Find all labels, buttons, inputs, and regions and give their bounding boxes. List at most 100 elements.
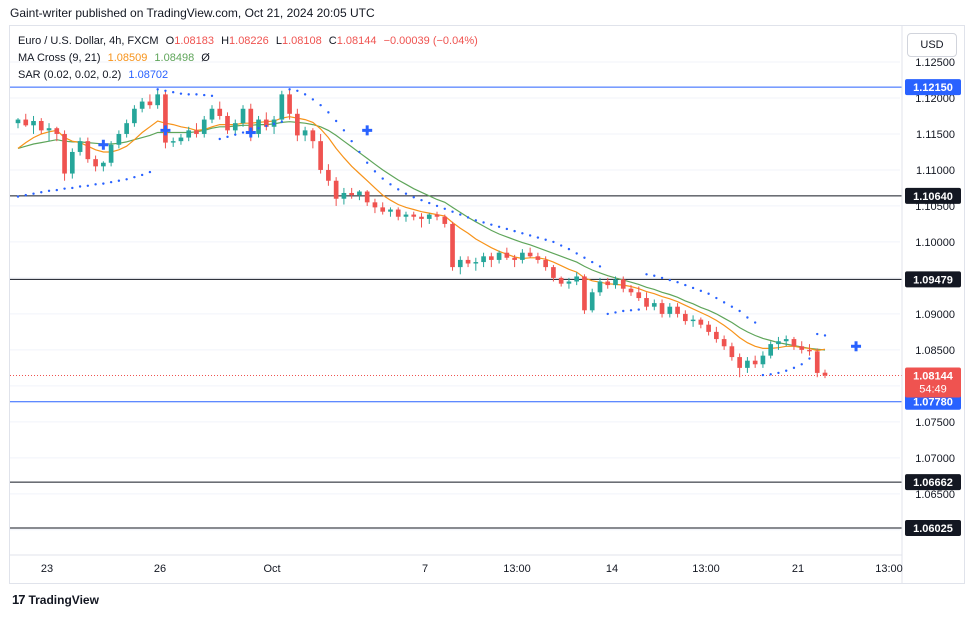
candle-body: [279, 94, 285, 120]
time-tick-label: 13:00: [692, 563, 720, 575]
candle-body: [54, 128, 60, 134]
sar-dot: [823, 334, 827, 337]
sar-dot: [474, 219, 478, 222]
candle-body: [768, 344, 774, 356]
price-tick-label: 1.11500: [916, 129, 955, 141]
sar-dot: [785, 369, 788, 372]
sar-dot: [459, 213, 462, 216]
candle: [574, 272, 580, 286]
currency-button[interactable]: USD: [907, 33, 957, 57]
candle: [263, 112, 269, 131]
candle-body: [194, 130, 199, 134]
sar-dot: [699, 289, 703, 293]
sar-dot: [769, 373, 772, 376]
candle-body: [341, 192, 347, 199]
candle: [667, 303, 673, 318]
moving-averages: [17, 116, 826, 352]
candle-body: [256, 119, 261, 134]
level-price-label: 1.07780: [905, 393, 961, 410]
ma-suffix: Ø: [201, 52, 210, 64]
time-tick-label: 13:00: [875, 563, 903, 575]
candle-body: [186, 130, 192, 138]
price-tick-label: 1.07000: [915, 453, 955, 465]
candle-body: [628, 288, 634, 293]
candle: [54, 126, 60, 142]
level-price-label-bg: [905, 271, 961, 288]
candle-body: [31, 121, 36, 126]
candle-body: [698, 319, 704, 325]
sar-dot: [466, 216, 470, 219]
candle: [535, 252, 541, 264]
candle-body: [791, 339, 797, 347]
candle-body: [434, 214, 440, 217]
candle-body: [489, 256, 494, 260]
candle: [333, 177, 339, 206]
level-price-label-text: 1.09479: [913, 274, 953, 286]
candle: [310, 128, 316, 149]
candle-body: [465, 259, 471, 264]
sar-dot: [536, 236, 540, 239]
chart-frame[interactable]: [9, 25, 965, 584]
candle-body: [333, 180, 339, 199]
sar-dot: [614, 311, 617, 314]
candle-body: [442, 216, 448, 224]
candle-body: [613, 279, 618, 286]
candle-body: [349, 192, 354, 196]
candle-body: [481, 256, 486, 263]
candle: [147, 94, 153, 109]
axis-labels: 1.12500 1.12000 1.11500 1.11000 1.10500 1.100…: [41, 57, 961, 575]
ma-cross-label[interactable]: MA Cross (9, 21): [18, 52, 101, 64]
candle: [589, 288, 595, 313]
candle: [628, 285, 634, 296]
candle-body: [225, 115, 230, 131]
candle-body: [201, 119, 207, 134]
level-price-label-bg: [905, 393, 961, 410]
sar-label[interactable]: SAR (0.02, 0.02, 0.2): [18, 69, 122, 81]
tradingview-logo[interactable]: 17 TradingView: [12, 592, 99, 607]
ma-slow-line: [17, 121, 826, 351]
candle: [69, 148, 75, 179]
candle: [737, 353, 742, 378]
sar-dot: [567, 247, 571, 251]
candle-body: [364, 191, 370, 203]
level-price-label: 1.09479: [905, 271, 961, 288]
candle: [651, 299, 657, 311]
candle: [520, 249, 525, 264]
candle: [116, 130, 122, 149]
candle: [426, 213, 432, 224]
symbol-title[interactable]: Euro / U.S. Dollar, 4h, FXCM: [18, 35, 159, 47]
sar-dot: [40, 191, 43, 194]
sar-dot: [156, 88, 159, 91]
candle-body: [620, 279, 626, 289]
candle-body: [783, 339, 789, 342]
time-tick-label: 7: [422, 563, 428, 575]
candle-body: [745, 360, 750, 368]
sar-dot: [342, 129, 346, 132]
legend-ma-row: MA Cross (9, 21) 1.08509 1.08498 Ø: [18, 52, 214, 64]
candle: [287, 89, 292, 120]
candle-body: [69, 151, 75, 174]
candle-body: [108, 144, 114, 163]
candle: [799, 341, 805, 354]
candle-body: [714, 331, 719, 340]
sar-dot: [109, 180, 113, 184]
sar-dot: [629, 309, 633, 312]
sar-dot: [24, 193, 27, 197]
candle-body: [38, 121, 44, 131]
parabolic-sar: [16, 88, 827, 377]
sar-dot: [622, 309, 625, 313]
candle-body: [496, 252, 502, 260]
sar-dot: [397, 188, 400, 191]
candle: [256, 115, 261, 138]
candle: [496, 250, 502, 264]
sar-dot: [645, 273, 648, 276]
current-price-label-bg: [905, 367, 961, 398]
sar-dot: [676, 281, 679, 284]
sar-dot: [257, 127, 260, 130]
candle-body: [287, 94, 292, 114]
candle: [473, 257, 479, 271]
candle: [302, 126, 308, 142]
sar-dot: [280, 120, 284, 123]
sar-dot: [505, 227, 509, 231]
